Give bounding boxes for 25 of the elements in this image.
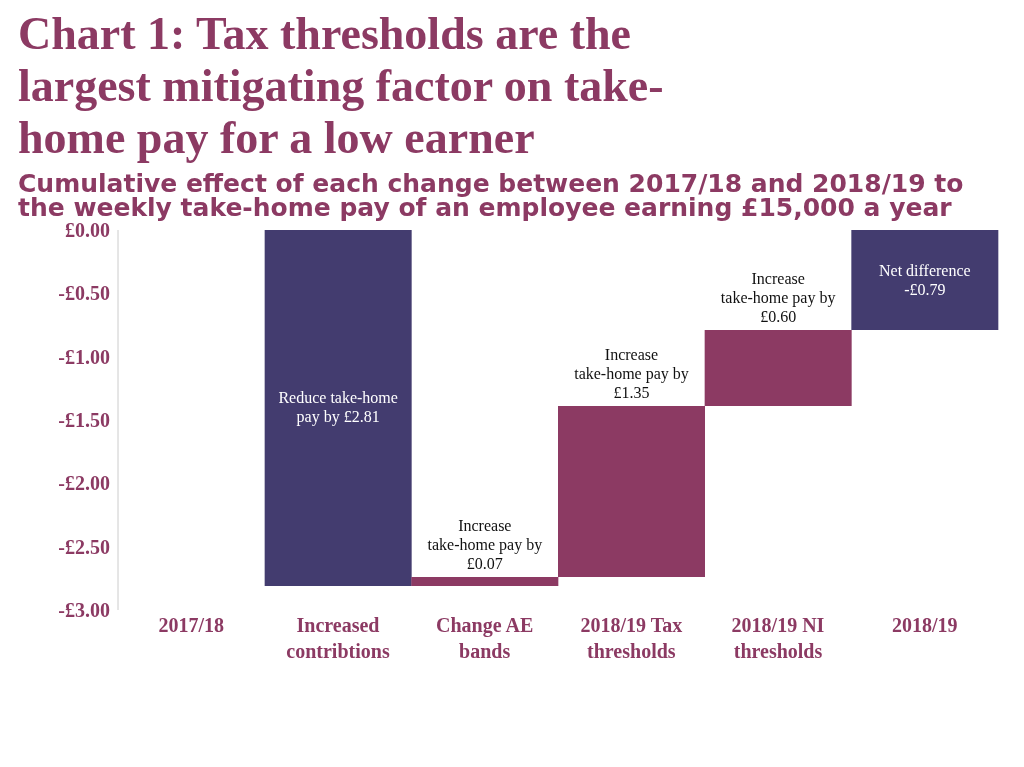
data-label: Increase take-home pay by £0.60 bbox=[720, 270, 836, 326]
data-label: Reduce take-home pay by £2.81 bbox=[278, 389, 398, 427]
x-tick-label: 2018/19 Tax thresholds bbox=[580, 614, 683, 662]
x-tick-label: 2017/18 bbox=[158, 614, 225, 636]
chart-title: Chart 1: Tax thresholds are the largest mitigating factor on take-home pay for a low earner bbox=[18, 8, 665, 164]
y-tick-label: -£0.50 bbox=[58, 282, 110, 305]
bar bbox=[851, 230, 999, 331]
y-tick-label: -£3.00 bbox=[58, 599, 110, 622]
x-tick-label: Increased contribtions bbox=[286, 614, 390, 662]
data-label: Net difference -£0.79 bbox=[879, 261, 971, 298]
bar bbox=[264, 230, 412, 586]
bar bbox=[704, 330, 852, 407]
x-tick-label: 2018/19 NI thresholds bbox=[731, 614, 825, 662]
x-tick-label: Change AE bands bbox=[436, 614, 534, 662]
y-tick-label: £0.00 bbox=[65, 219, 110, 242]
data-label: Increase take-home pay by £0.07 bbox=[427, 517, 543, 573]
y-tick-label: -£2.50 bbox=[58, 535, 110, 558]
chart-subtitle: Cumulative effect of each change between 2017/18 and 2018/19 to the weekly take-home pay of an employee earning £15,000 a year bbox=[18, 169, 965, 222]
data-label: Increase take-home pay by £1.35 bbox=[574, 346, 689, 402]
y-tick-label: -£2.00 bbox=[58, 472, 110, 495]
y-tick-label: -£1.00 bbox=[58, 345, 110, 368]
x-tick-label: 2018/19 bbox=[891, 614, 958, 636]
y-tick-label: -£1.50 bbox=[58, 409, 110, 432]
bar bbox=[558, 406, 705, 578]
bar bbox=[411, 577, 559, 586]
